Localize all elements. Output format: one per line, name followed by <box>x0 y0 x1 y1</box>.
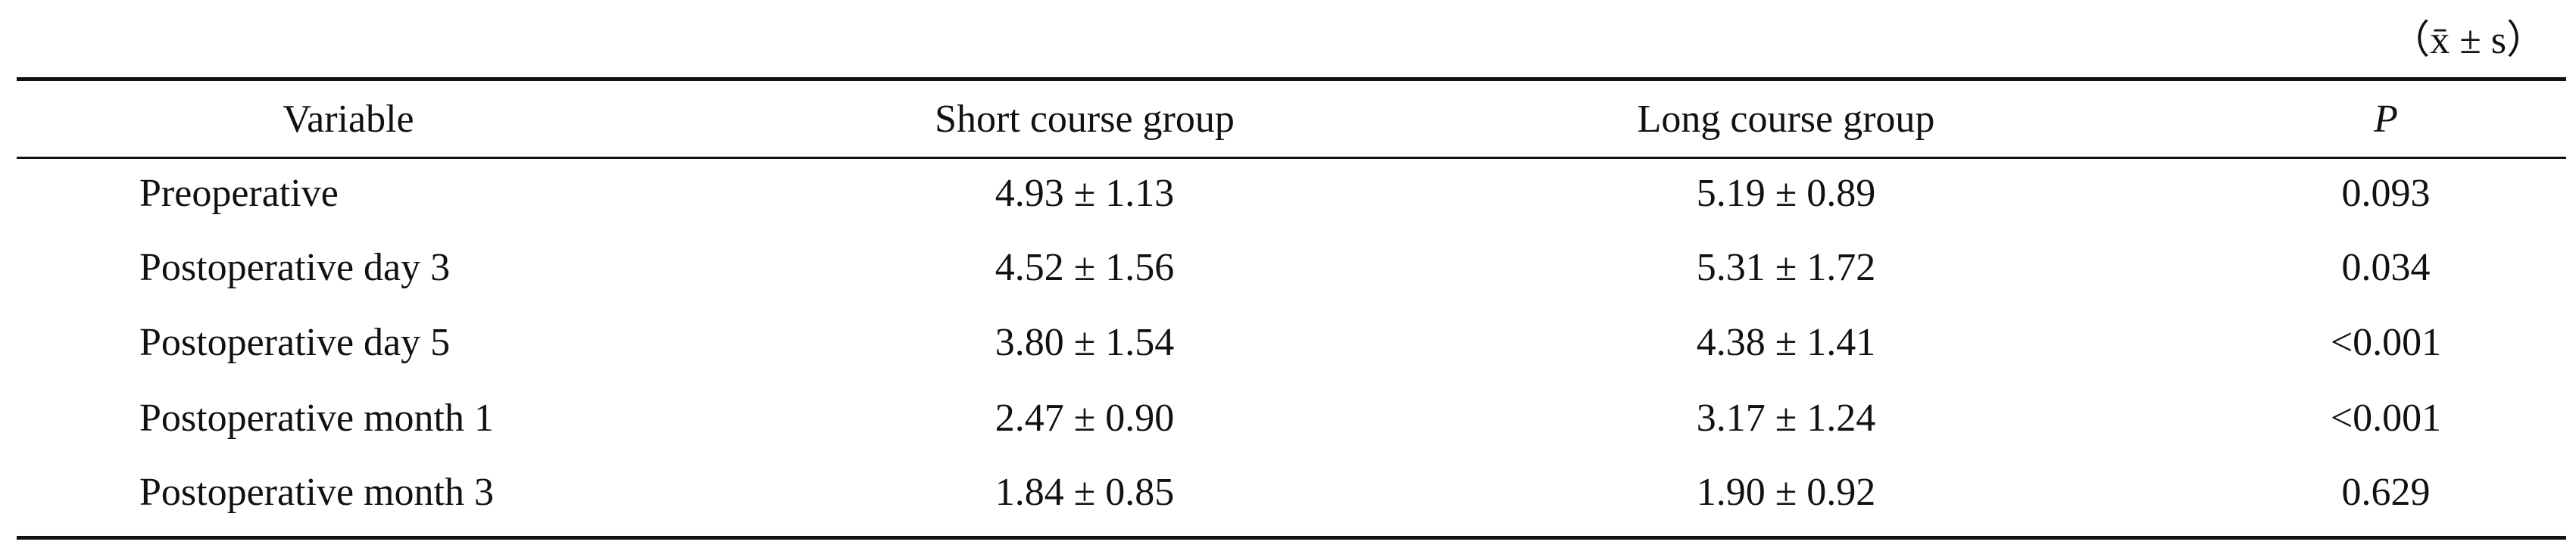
data-cell: <0.001 <box>2330 321 2442 364</box>
data-cell: 4.52 ± 1.56 <box>994 246 1175 289</box>
header-rule <box>17 157 2566 159</box>
row-label: Postoperative day 5 <box>139 321 451 364</box>
top-rule <box>17 77 2566 81</box>
row-label: Preoperative <box>139 172 339 215</box>
data-cell: 0.093 <box>2341 172 2431 215</box>
data-cell: 5.19 ± 0.89 <box>1696 172 1876 215</box>
data-cell: 3.17 ± 1.24 <box>1696 397 1876 440</box>
data-cell: 4.93 ± 1.13 <box>994 172 1175 215</box>
data-cell: 1.84 ± 0.85 <box>994 471 1175 514</box>
bottom-rule <box>17 536 2566 540</box>
data-cell: 5.31 ± 1.72 <box>1696 246 1876 289</box>
header-cell: Short course group <box>935 98 1235 141</box>
data-cell: 2.47 ± 0.90 <box>994 397 1175 440</box>
data-cell: 0.629 <box>2341 471 2431 514</box>
row-label: Postoperative month 3 <box>139 471 494 514</box>
data-cell: 1.90 ± 0.92 <box>1696 471 1876 514</box>
data-cell: 3.80 ± 1.54 <box>994 321 1175 364</box>
data-cell: 4.38 ± 1.41 <box>1696 321 1876 364</box>
header-cell: Variable <box>283 98 414 141</box>
header-cell: P <box>2374 98 2398 141</box>
row-label: Postoperative month 1 <box>139 397 494 440</box>
row-label: Postoperative day 3 <box>139 246 451 289</box>
table-note: （x̄ ± s） <box>2390 19 2546 62</box>
data-cell: 0.034 <box>2341 246 2431 289</box>
header-cell: Long course group <box>1637 98 1935 141</box>
data-cell: <0.001 <box>2330 397 2442 440</box>
